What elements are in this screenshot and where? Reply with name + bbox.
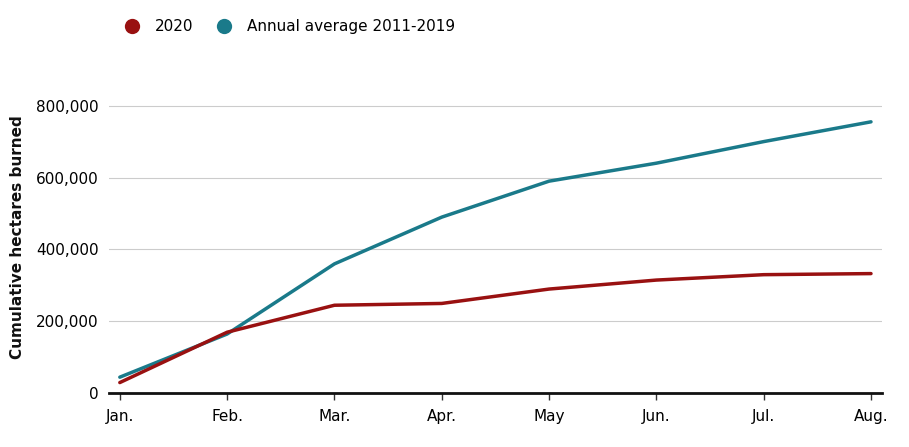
Legend: 2020, Annual average 2011-2019: 2020, Annual average 2011-2019 (116, 19, 455, 34)
Y-axis label: Cumulative hectares burned: Cumulative hectares burned (10, 115, 25, 359)
